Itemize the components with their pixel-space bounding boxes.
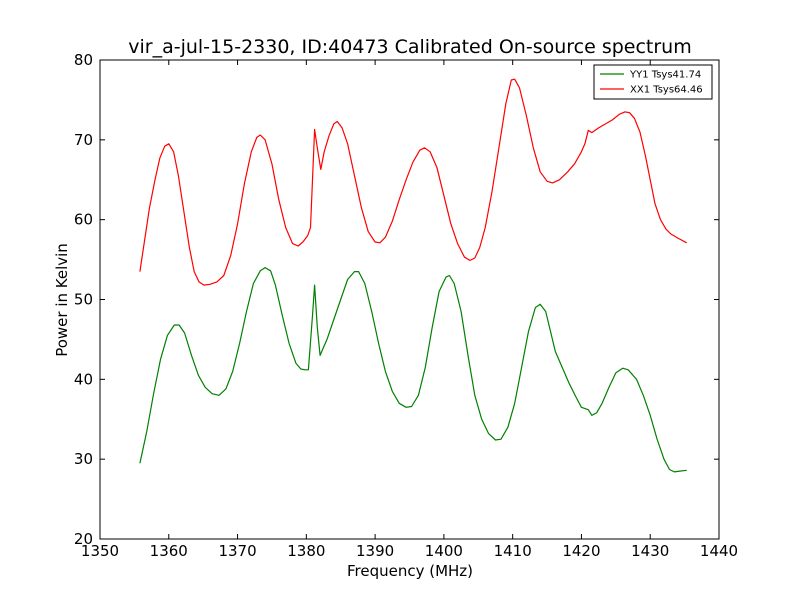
x-tick-label: 1350 (81, 542, 119, 560)
legend: YY1 Tsys41.74 XX1 Tsys64.46 (593, 64, 713, 100)
x-tick-label: 1360 (150, 542, 188, 560)
x-tick-label: 1380 (287, 542, 325, 560)
series-line-xx1 (139, 78, 687, 286)
y-tick-label: 60 (74, 211, 93, 229)
ticks-layer: 1350 1360 1370 1380 1390 1400 1410 1420 1430 1440… (74, 51, 738, 560)
x-tick-label: 1410 (494, 542, 532, 560)
y-tick-label: 30 (74, 450, 93, 468)
series-line-yy1 (139, 267, 687, 473)
y-tick-label: 50 (74, 291, 93, 309)
y-tick-label: 20 (74, 530, 93, 548)
y-tick-label: 80 (74, 51, 93, 69)
series-layer (139, 78, 687, 473)
x-tick-label: 1400 (425, 542, 463, 560)
x-tick-label: 1420 (562, 542, 600, 560)
legend-label-xx1: XX1 Tsys64.46 (630, 85, 703, 96)
legend-label-yy1: YY1 Tsys41.74 (629, 70, 701, 81)
plot-frame (99, 59, 720, 540)
legend-box (593, 64, 713, 100)
y-tick-label: 70 (74, 131, 93, 149)
x-axis-label: Frequency (MHz) (347, 562, 473, 580)
x-tick-label: 1430 (631, 542, 669, 560)
x-tick-label: 1370 (218, 542, 256, 560)
y-tick-label: 40 (74, 370, 93, 388)
y-axis-label: Power in Kelvin (53, 243, 71, 357)
plot-background (100, 60, 719, 539)
chart-title: vir_a-jul-15-2330, ID:40473 Calibrated O… (128, 36, 692, 58)
x-tick-label: 1440 (700, 542, 738, 560)
x-tick-label: 1390 (356, 542, 394, 560)
